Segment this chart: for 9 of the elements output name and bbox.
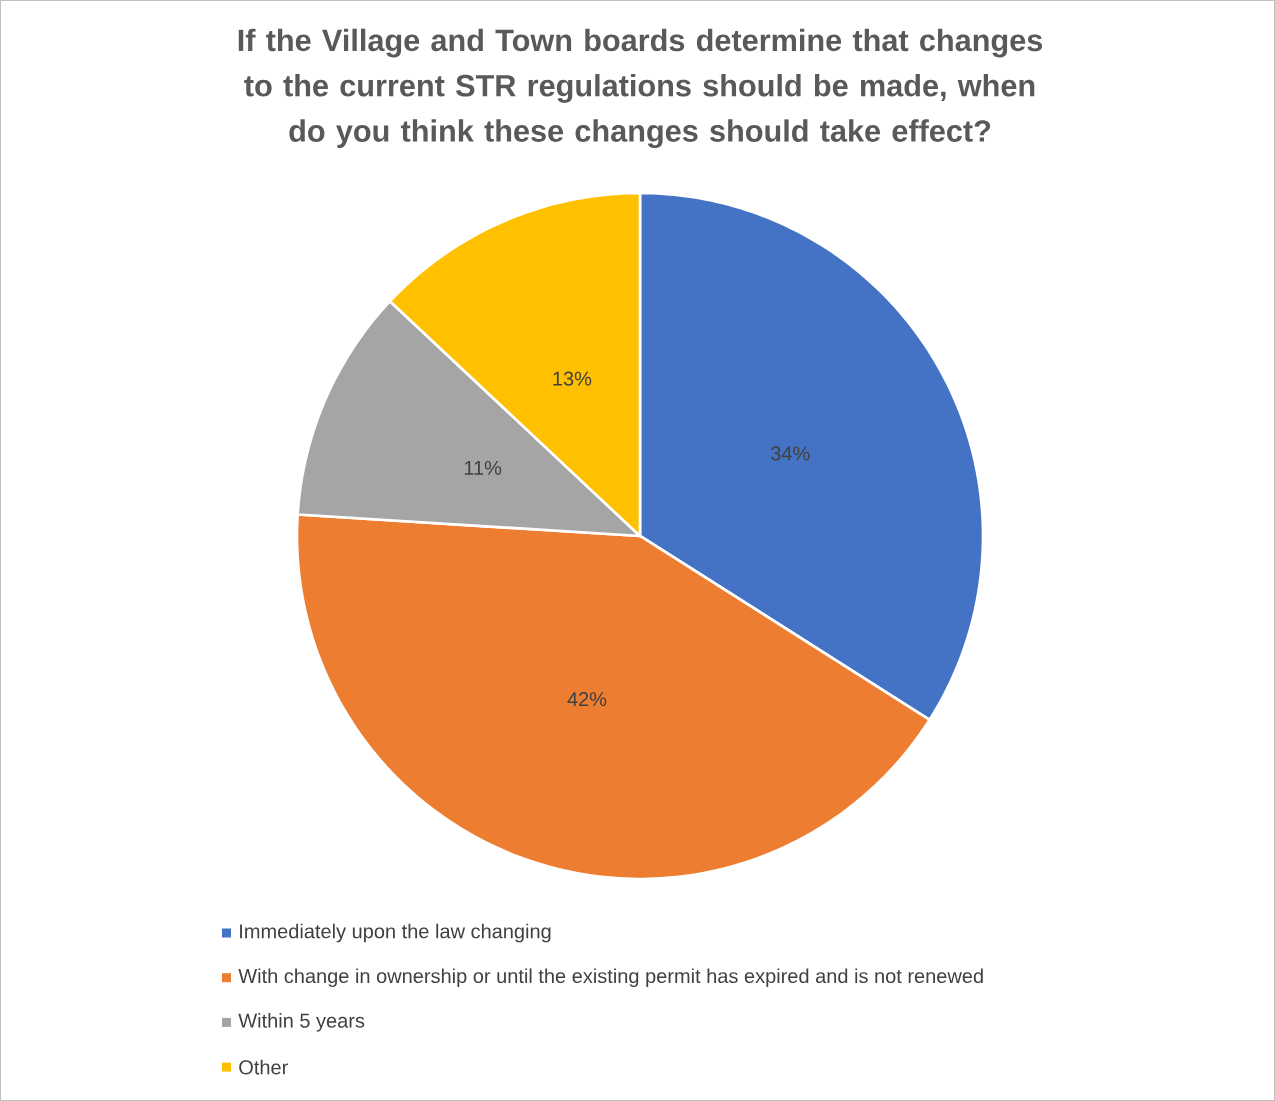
data-label: 11% [464,460,502,475]
legend-label: Within 5 years [238,1013,365,1032]
chart-title: If the Village and Town boards determine that changes to the current STR regulations should be made, when do you think these changes should take effect? [238,28,1043,149]
legend-label: Other [239,1059,288,1075]
data-label: 42% [567,692,607,707]
legend-label: Immediately upon the law changing [240,923,551,943]
data-label: 13% [553,371,592,386]
data-label: 34% [771,446,810,461]
legend-label: With change in ownership or until the existing permit has expired and is not renewed [238,968,983,988]
